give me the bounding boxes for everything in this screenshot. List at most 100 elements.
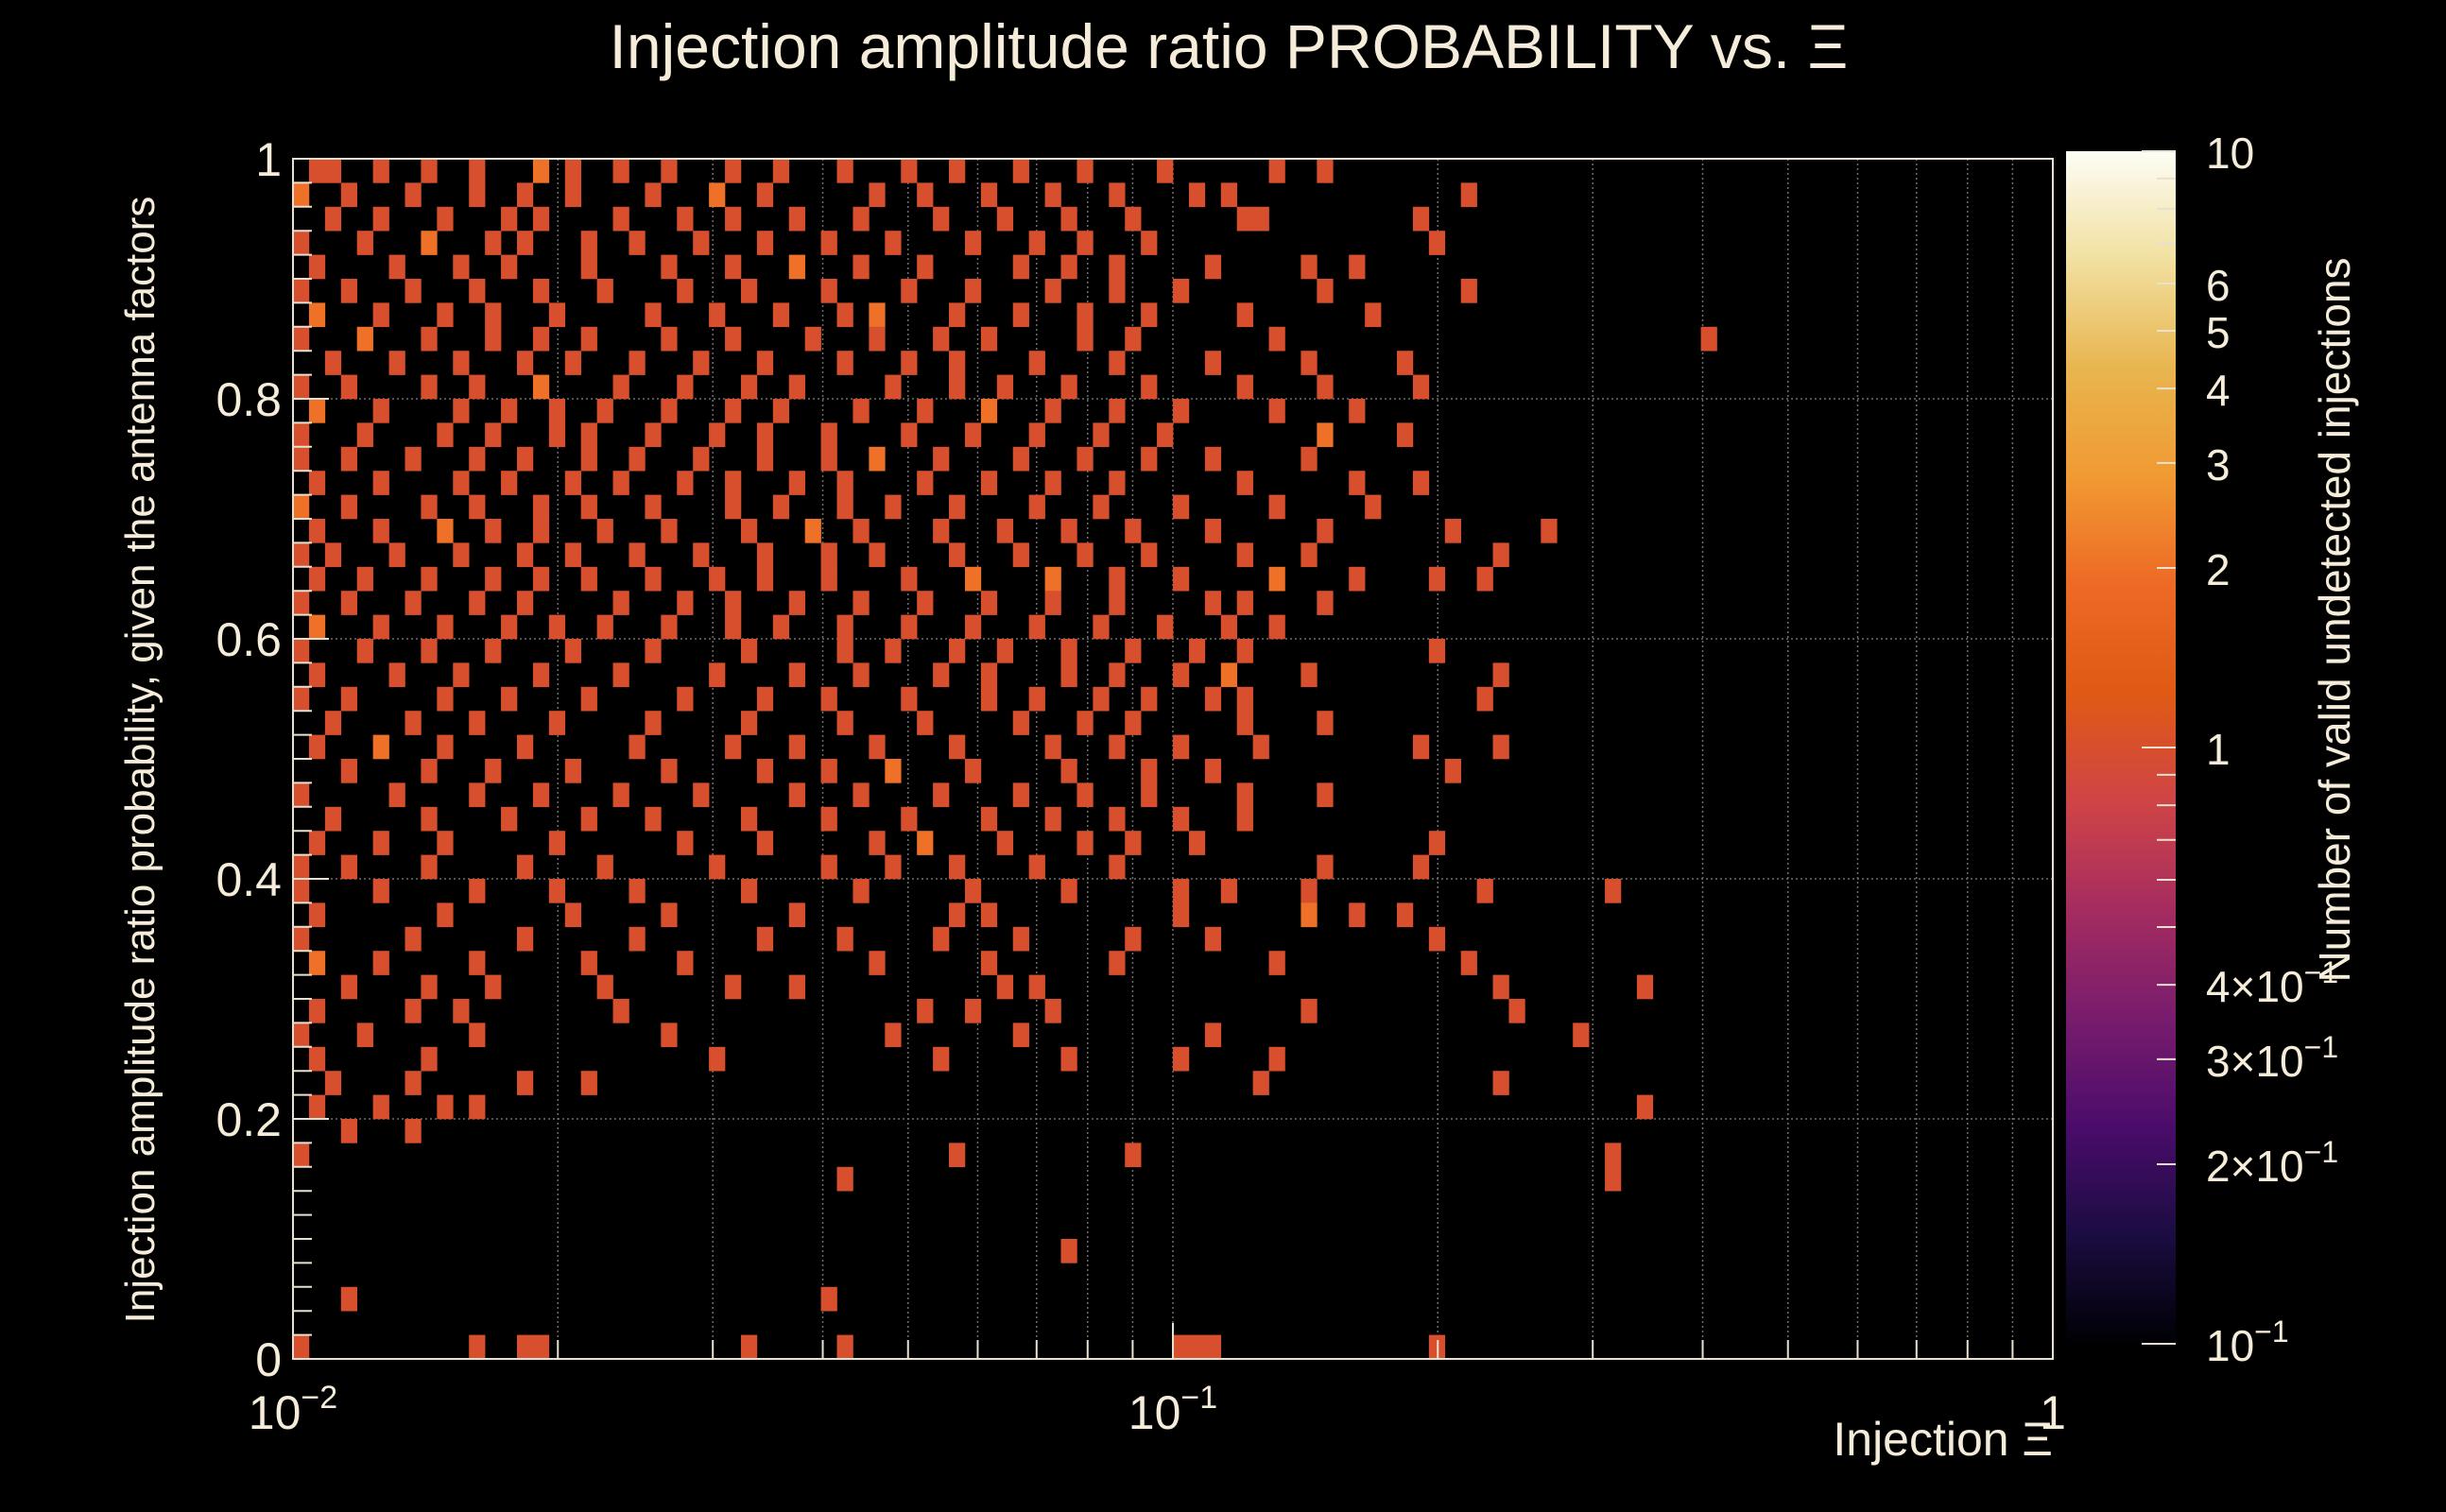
- heatmap-cell: [421, 974, 438, 1000]
- heatmap-cell: [340, 686, 358, 712]
- heatmap-cell: [709, 422, 726, 448]
- heatmap-cell: [293, 374, 310, 400]
- heatmap-cell: [788, 471, 805, 495]
- heatmap-cell: [772, 614, 790, 640]
- heatmap-cell: [340, 182, 358, 208]
- heatmap-cell: [1060, 374, 1077, 400]
- heatmap-cell: [1173, 566, 1190, 592]
- heatmap-cell: [853, 591, 870, 615]
- heatmap-cell: [709, 1046, 726, 1072]
- heatmap-cell: [869, 542, 886, 568]
- heatmap-cell: [421, 806, 438, 832]
- heatmap-cell: [421, 494, 438, 520]
- heatmap-cell: [1028, 351, 1045, 375]
- heatmap-cell: [469, 591, 486, 615]
- heatmap-cell: [1188, 182, 1206, 208]
- heatmap-cell: [548, 831, 566, 855]
- heatmap-cell: [756, 759, 774, 783]
- heatmap-cell: [516, 1071, 534, 1095]
- heatmap-cell: [453, 471, 470, 495]
- heatmap-cell: [308, 471, 326, 495]
- heatmap-cell: [1396, 351, 1414, 375]
- heatmap-cell: [405, 279, 422, 303]
- heatmap-cell: [836, 1334, 853, 1360]
- heatmap-cell: [612, 999, 629, 1023]
- heatmap-cell: [756, 542, 774, 568]
- heatmap-cell: [501, 399, 518, 423]
- heatmap-cell: [532, 159, 550, 183]
- heatmap-cell: [1060, 1239, 1077, 1263]
- heatmap-cell: [1204, 759, 1222, 783]
- heatmap-cell: [308, 1046, 326, 1072]
- heatmap-cell: [804, 519, 821, 543]
- heatmap-cell: [469, 1022, 486, 1048]
- heatmap-cell: [629, 542, 646, 568]
- heatmap-cell: [740, 519, 758, 543]
- heatmap-cell: [453, 662, 470, 688]
- heatmap-cell: [1700, 326, 1717, 352]
- colorbar-tick-label: 10−1: [2206, 1314, 2289, 1370]
- heatmap-cell: [1109, 182, 1126, 208]
- heatmap-cell: [1349, 471, 1366, 495]
- heatmap-cell: [453, 351, 470, 375]
- heatmap-cell: [964, 879, 982, 903]
- heatmap-cell: [324, 542, 342, 568]
- heatmap-cell: [1349, 902, 1366, 928]
- heatmap-cell: [661, 759, 678, 783]
- heatmap-cell: [1109, 351, 1126, 375]
- heatmap-cell: [485, 302, 502, 328]
- heatmap-cell: [1012, 711, 1029, 735]
- heatmap-cell: [1188, 639, 1206, 663]
- y-tick-label: 0.8: [215, 373, 282, 426]
- heatmap-cell: [756, 831, 774, 855]
- heatmap-cell: [933, 926, 950, 952]
- heatmap-cell: [437, 686, 454, 712]
- heatmap-cell: [853, 879, 870, 903]
- heatmap-cell: [612, 662, 629, 688]
- heatmap-cell: [645, 422, 662, 448]
- heatmap-cell: [629, 446, 646, 472]
- heatmap-cell: [580, 806, 597, 832]
- heatmap-cell: [1077, 782, 1094, 808]
- heatmap-cell: [901, 614, 918, 640]
- heatmap-cell: [1301, 542, 1318, 568]
- heatmap-cell: [308, 614, 326, 640]
- heatmap-cell: [548, 879, 566, 903]
- heatmap-cell: [564, 759, 581, 783]
- heatmap-cell: [1301, 446, 1318, 472]
- heatmap-cell: [820, 566, 837, 592]
- heatmap-cell: [980, 399, 998, 423]
- heatmap-cell: [756, 351, 774, 375]
- heatmap-cell: [917, 999, 934, 1023]
- heatmap-cell: [1044, 471, 1061, 495]
- heatmap-cell: [709, 662, 726, 688]
- heatmap-cell: [949, 542, 966, 568]
- heatmap-cell: [405, 446, 422, 472]
- heatmap-cell: [437, 902, 454, 928]
- heatmap-cell: [324, 806, 342, 832]
- heatmap-cell: [1428, 639, 1446, 663]
- heatmap-cell: [901, 351, 918, 375]
- heatmap-cell: [1396, 902, 1414, 928]
- heatmap-cell: [933, 446, 950, 472]
- heatmap-cell: [1044, 279, 1061, 303]
- heatmap-cell: [772, 399, 790, 423]
- heatmap-cell: [405, 999, 422, 1023]
- colorbar-tick-label: 6: [2206, 261, 2231, 310]
- heatmap-cell: [1077, 159, 1094, 183]
- heatmap-cell: [788, 254, 805, 280]
- heatmap-cell: [356, 231, 373, 255]
- heatmap-cell: [1012, 1022, 1029, 1048]
- heatmap-cell: [372, 471, 389, 495]
- svg-text:1: 1: [2040, 1386, 2066, 1439]
- heatmap-cell: [629, 351, 646, 375]
- heatmap-cell: [1317, 422, 1334, 448]
- heatmap-cell: [1492, 542, 1509, 568]
- heatmap-cell: [1349, 254, 1366, 280]
- heatmap-cell: [820, 422, 837, 448]
- heatmap-cell: [980, 902, 998, 928]
- heatmap-cell: [677, 374, 694, 400]
- heatmap-cell: [917, 831, 934, 855]
- heatmap-cell: [677, 686, 694, 712]
